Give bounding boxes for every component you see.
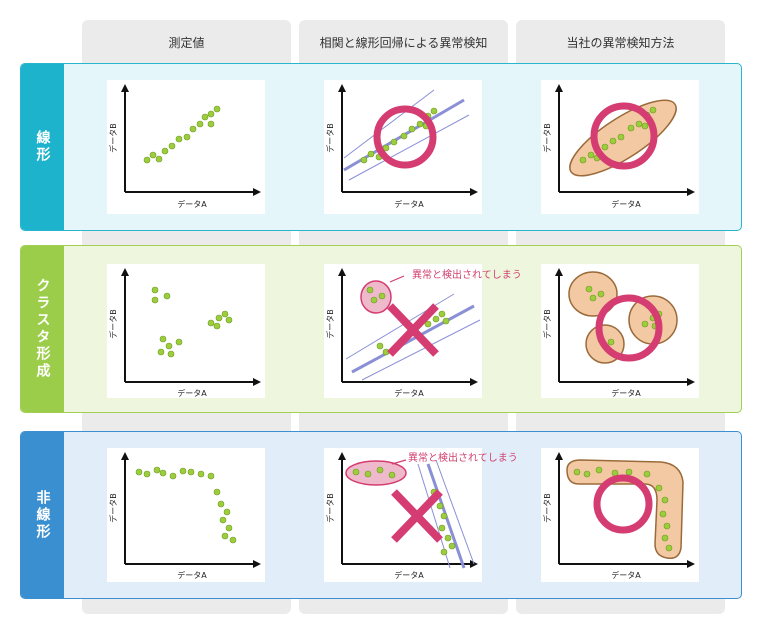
- detection-ring: [590, 102, 658, 170]
- panel-linear-ours: データA データB: [541, 80, 699, 214]
- column-header-ours: 当社の異常検知方法: [566, 35, 675, 50]
- y-axis-label: データB: [542, 309, 552, 339]
- panel-linear-measured: データA データB: [107, 80, 265, 214]
- data-points: [135, 466, 237, 544]
- detection-ring: [373, 105, 437, 169]
- detection-ring: [593, 474, 653, 534]
- axes: [338, 268, 478, 386]
- panel-linear-regression: データA データB: [324, 80, 482, 214]
- axes: [338, 452, 478, 568]
- callout-pointer: [389, 275, 405, 283]
- x-axis-label: データA: [394, 570, 424, 580]
- outlier-highlight: [345, 460, 407, 486]
- data-points: [143, 105, 221, 164]
- data-points: [366, 286, 450, 356]
- axes: [121, 452, 261, 568]
- panel-nonlinear-ours: データA データB: [541, 448, 699, 582]
- y-axis-label: データB: [325, 493, 335, 523]
- x-axis-label: データA: [611, 388, 641, 398]
- panel-cluster-regression: データA データB: [324, 264, 482, 398]
- y-axis-label: データB: [108, 123, 118, 153]
- y-axis-label: データB: [542, 123, 552, 153]
- y-axis-label: データB: [325, 309, 335, 339]
- panel-nonlinear-regression: データA データB: [324, 448, 482, 582]
- y-axis-label: データB: [542, 493, 552, 523]
- x-axis-label: データA: [394, 388, 424, 398]
- axes: [555, 84, 695, 196]
- x-axis-label: データA: [611, 570, 641, 580]
- regression-lines: [345, 293, 481, 381]
- x-axis-label: データA: [177, 570, 207, 580]
- panel-nonlinear-measured: データA データB: [107, 448, 265, 582]
- y-axis-label: データB: [108, 493, 118, 523]
- cluster-blob: [566, 459, 684, 560]
- axes: [338, 84, 478, 196]
- y-axis-label: データB: [108, 309, 118, 339]
- data-points: [151, 286, 233, 358]
- axes: [555, 452, 695, 568]
- x-axis-label: データA: [394, 199, 424, 209]
- anomaly-callout-nonlinear: 異常と検出されてしまう: [408, 453, 518, 464]
- row-label-nonlinear: 非線形: [21, 432, 64, 598]
- fail-cross-icon: [387, 303, 439, 357]
- anomaly-callout-cluster: 異常と検出されてしまう: [412, 270, 522, 281]
- detection-ring: [595, 294, 663, 362]
- axes: [121, 84, 261, 196]
- y-axis-label: データB: [325, 123, 335, 153]
- x-axis-label: データA: [611, 199, 641, 209]
- row-label-cluster: クラスタ形成: [21, 246, 64, 412]
- axes: [555, 268, 695, 386]
- x-axis-label: データA: [177, 388, 207, 398]
- row-label-linear: 線形: [21, 64, 64, 230]
- outlier-highlight: [360, 280, 392, 314]
- column-header-measured: 測定値: [168, 35, 205, 50]
- panel-cluster-ours: データA データB: [541, 264, 699, 398]
- axes: [121, 268, 261, 386]
- fail-cross-icon: [391, 489, 443, 543]
- data-points: [573, 466, 673, 552]
- column-header-regression: 相関と線形回帰による異常検知: [319, 35, 488, 50]
- data-points: [352, 466, 456, 556]
- callout-pointer: [391, 459, 407, 465]
- panel-cluster-measured: データA データB: [107, 264, 265, 398]
- x-axis-label: データA: [177, 199, 207, 209]
